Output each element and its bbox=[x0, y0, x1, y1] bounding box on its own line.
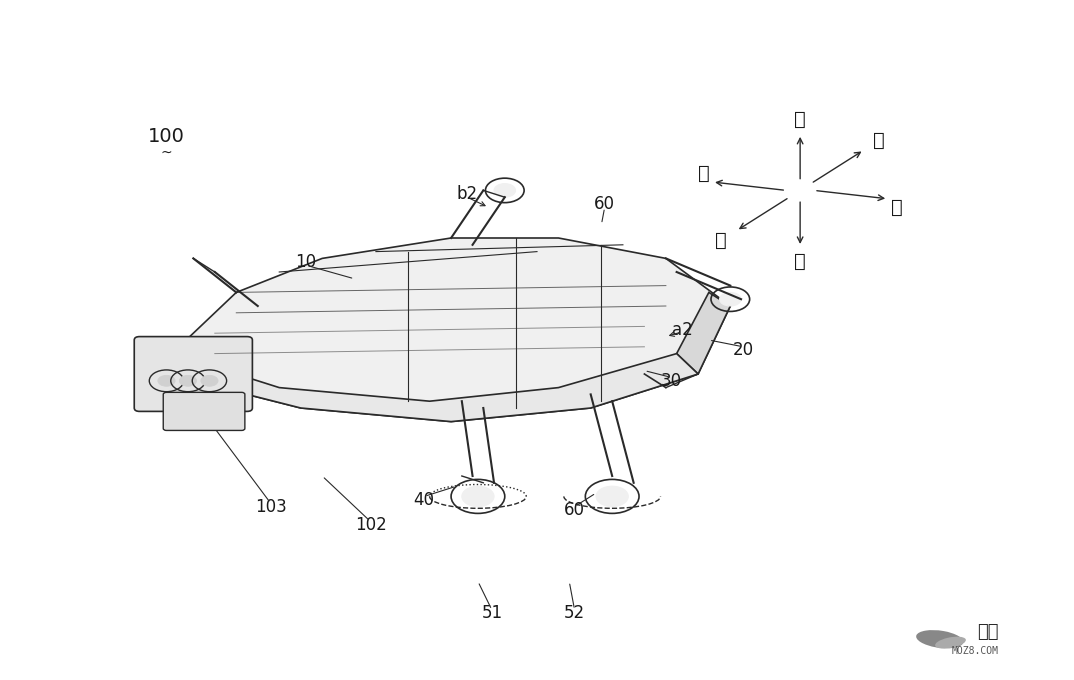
Text: 后: 后 bbox=[873, 131, 885, 150]
Circle shape bbox=[158, 375, 175, 386]
Circle shape bbox=[462, 486, 494, 507]
Text: 下: 下 bbox=[795, 252, 806, 271]
Ellipse shape bbox=[916, 630, 963, 648]
Text: MOZ8.COM: MOZ8.COM bbox=[952, 647, 999, 656]
Text: 前: 前 bbox=[715, 231, 727, 250]
FancyBboxPatch shape bbox=[134, 337, 252, 411]
Text: 右: 右 bbox=[698, 164, 710, 183]
PathPatch shape bbox=[677, 292, 730, 374]
Text: 40: 40 bbox=[413, 491, 435, 509]
Circle shape bbox=[596, 486, 628, 507]
Text: 52: 52 bbox=[564, 605, 585, 622]
PathPatch shape bbox=[172, 238, 730, 422]
Text: b2: b2 bbox=[456, 185, 478, 203]
PathPatch shape bbox=[193, 354, 698, 422]
Text: 10: 10 bbox=[295, 253, 317, 271]
PathPatch shape bbox=[172, 354, 236, 394]
Text: 103: 103 bbox=[255, 498, 287, 515]
Text: a2: a2 bbox=[671, 321, 693, 339]
Text: 模吧: 模吧 bbox=[977, 624, 999, 641]
Text: 左: 左 bbox=[890, 198, 902, 217]
Text: 20: 20 bbox=[732, 341, 754, 359]
Ellipse shape bbox=[935, 636, 966, 649]
Text: 上: 上 bbox=[795, 110, 806, 129]
Text: 100: 100 bbox=[148, 126, 185, 146]
Text: 30: 30 bbox=[661, 372, 682, 390]
Text: 102: 102 bbox=[354, 516, 387, 534]
Circle shape bbox=[201, 375, 218, 386]
Text: 60: 60 bbox=[594, 195, 615, 213]
Text: 51: 51 bbox=[481, 605, 503, 622]
Circle shape bbox=[179, 375, 197, 386]
FancyBboxPatch shape bbox=[163, 392, 245, 430]
Text: ~: ~ bbox=[161, 146, 172, 160]
Circle shape bbox=[494, 184, 516, 197]
Circle shape bbox=[720, 292, 741, 306]
Text: 60: 60 bbox=[564, 501, 585, 519]
